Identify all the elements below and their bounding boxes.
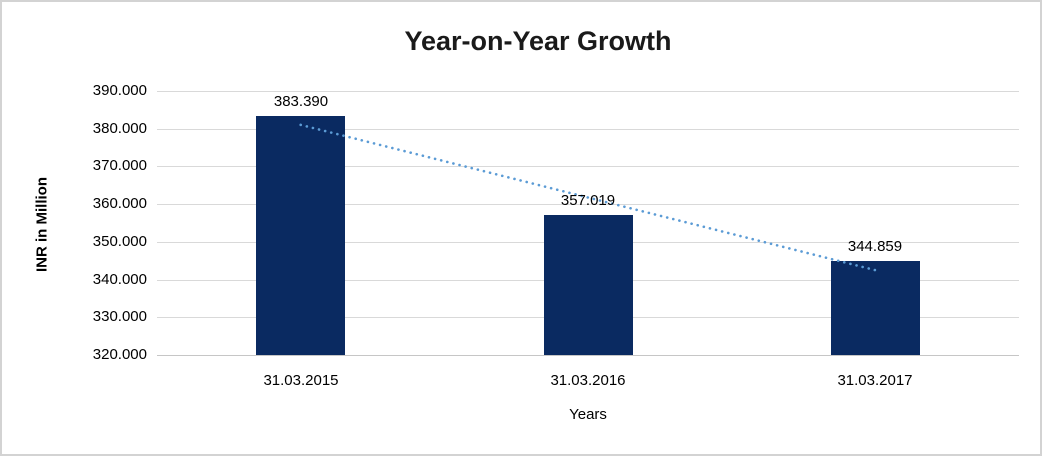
y-axis-title: INR in Million [33, 177, 51, 272]
bar-31.03.2015 [256, 116, 345, 355]
x-tick-label: 31.03.2017 [837, 372, 913, 389]
bar-31.03.2017 [831, 261, 920, 355]
x-axis-line [157, 355, 1019, 356]
plot-area [157, 91, 1019, 356]
bar-value-label: 383.390 [273, 93, 329, 110]
y-tick-label: 350.000 [92, 233, 147, 250]
x-tick-label: 31.03.2015 [263, 372, 339, 389]
y-tick-label: 330.000 [92, 308, 147, 325]
y-tick-label: 380.000 [92, 120, 147, 137]
x-axis-title: Years [569, 406, 607, 423]
x-tick-label: 31.03.2016 [550, 372, 626, 389]
y-tick-label: 340.000 [92, 271, 147, 288]
y-tick-label: 360.000 [92, 195, 147, 212]
y-tick-label: 390.000 [92, 82, 147, 99]
y-tick-label: 320.000 [92, 346, 147, 363]
bar-31.03.2016 [544, 215, 633, 355]
bar-value-label: 344.859 [847, 238, 903, 255]
chart-title: Year-on-Year Growth [404, 26, 672, 56]
bar-value-label: 357.019 [560, 192, 616, 209]
y-tick-label: 370.000 [92, 157, 147, 174]
gridline [157, 91, 1019, 92]
